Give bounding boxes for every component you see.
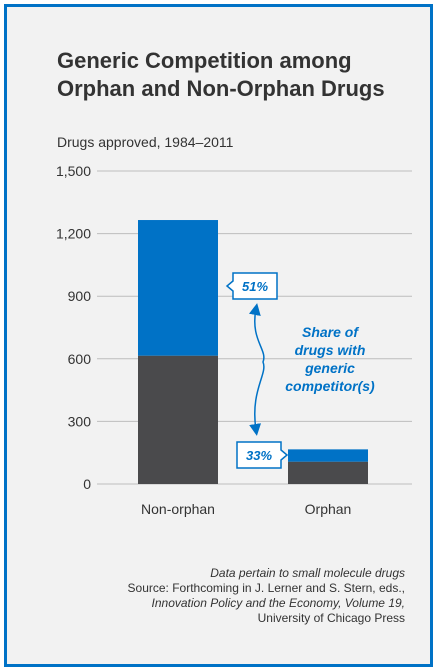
y-axis-label: Drugs approved, 1984–2011 xyxy=(57,134,234,150)
bar-orphan-segment-2 xyxy=(288,449,368,462)
y-tick-label: 1,500 xyxy=(56,163,91,179)
callout-box xyxy=(225,272,278,300)
x-label-non-orphan: Non-orphan xyxy=(141,501,215,517)
y-tick-label: 1,200 xyxy=(56,226,91,242)
bar-orphan-segment-1 xyxy=(288,461,368,484)
footer-source-line-3: University of Chicago Press xyxy=(257,611,405,625)
y-axis-ticks: 0 300 600 900 1,200 1,500 xyxy=(56,163,91,492)
annotation-text-line: generic xyxy=(304,360,355,376)
x-label-orphan: Orphan xyxy=(305,501,352,517)
data-label-51: 51% xyxy=(242,279,268,294)
bracket-arrow xyxy=(248,303,265,436)
annotation-text-line: competitor(s) xyxy=(285,378,375,394)
data-label-33-callout: 33% xyxy=(236,441,289,469)
y-tick-label: 900 xyxy=(68,288,92,304)
figure-frame xyxy=(4,4,433,667)
data-label-51-callout: 51% xyxy=(225,272,278,300)
annotation-text-line: drugs with xyxy=(295,342,366,358)
chart-title-line-1: Generic Competition among xyxy=(57,48,352,73)
chart-title: Generic Competition among Orphan and Non… xyxy=(57,47,427,103)
footer-source-line-1: Source: Forthcoming in J. Lerner and S. … xyxy=(127,581,405,595)
bar-non-orphan-segment-2 xyxy=(138,220,218,356)
y-tick-label: 0 xyxy=(83,476,91,492)
data-label-33: 33% xyxy=(246,448,272,463)
bars xyxy=(138,220,368,484)
chart-footer: Data pertain to small molecule drugs Sou… xyxy=(45,566,405,626)
footer-source-line-2: Innovation Policy and the Economy, Volum… xyxy=(151,596,405,610)
bar-non-orphan-segment-1 xyxy=(138,355,218,484)
x-axis-labels: Non-orphan Orphan xyxy=(141,501,351,517)
y-tick-label: 300 xyxy=(68,413,92,429)
chart-title-line-2: Orphan and Non-Orphan Drugs xyxy=(57,76,385,101)
footer-note: Data pertain to small molecule drugs xyxy=(210,566,405,580)
y-tick-label: 600 xyxy=(68,351,92,367)
callout-box xyxy=(236,441,289,469)
annotation: 51% 33% Share of drugs with generic competito… xyxy=(225,272,375,469)
annotation-text-line: Share of xyxy=(302,324,359,340)
